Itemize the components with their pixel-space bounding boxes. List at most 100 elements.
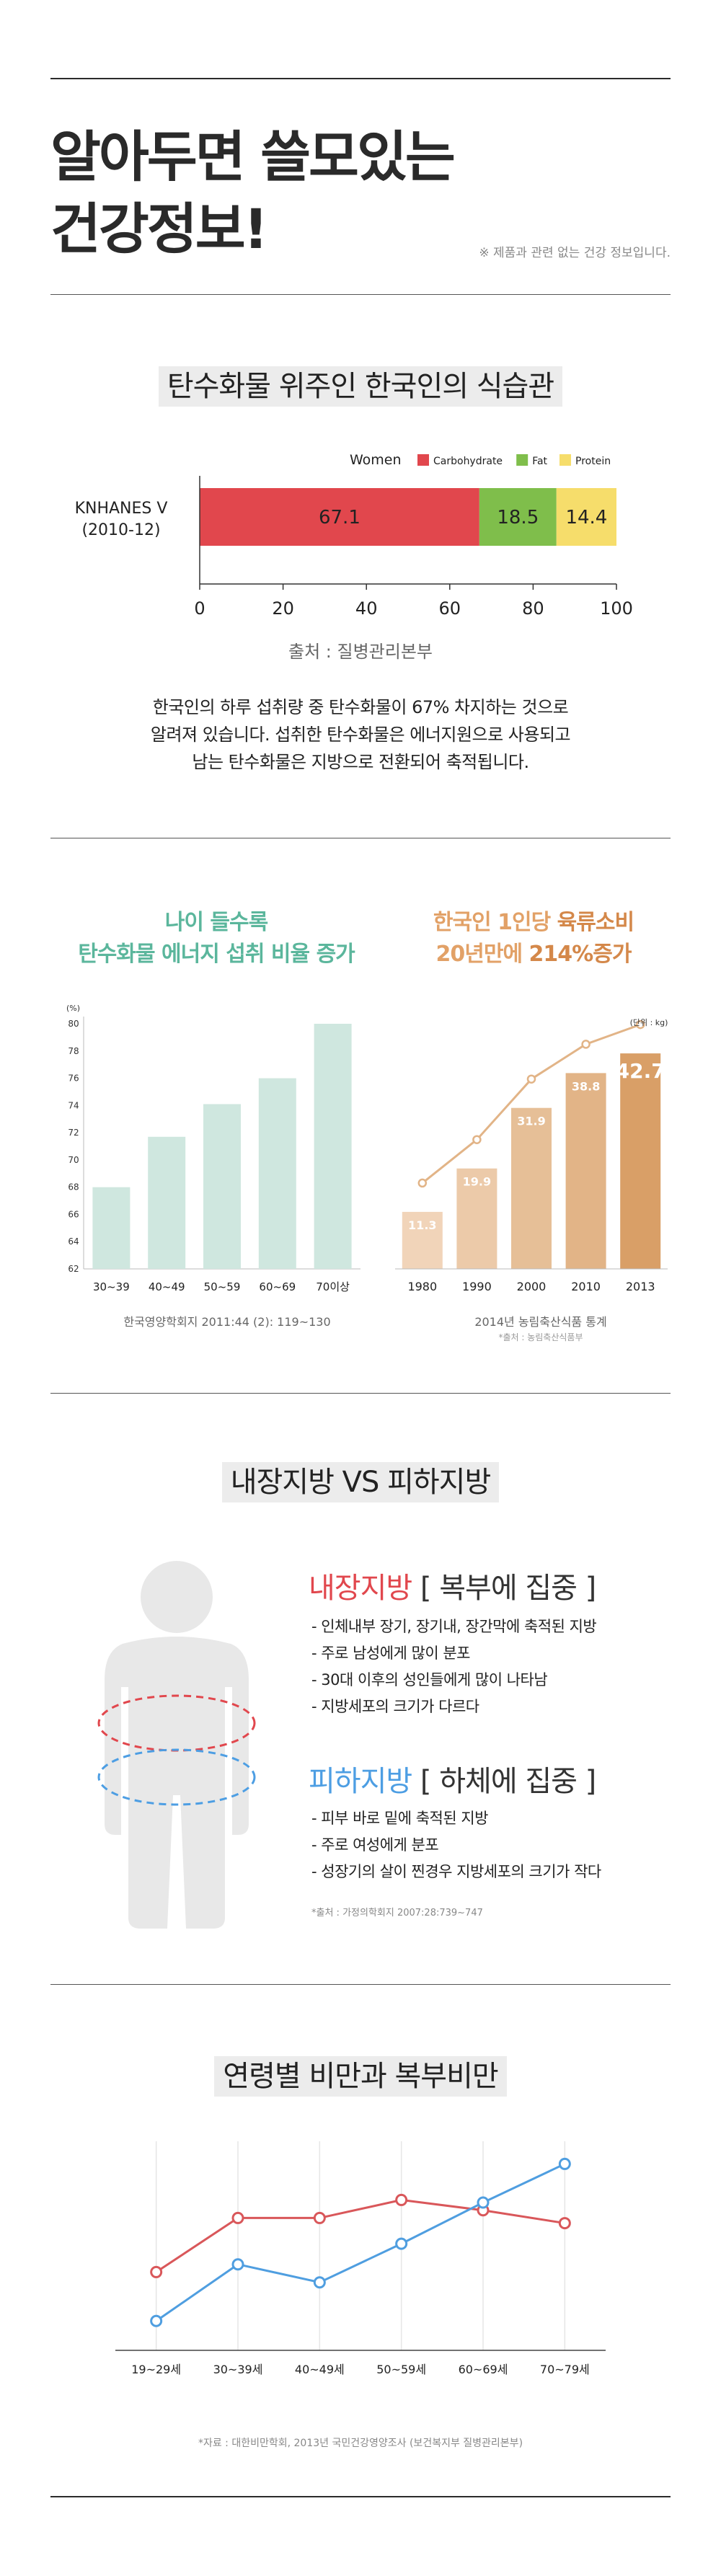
- section2-divider: [50, 1393, 671, 1394]
- y-tick-label: 72: [68, 1128, 79, 1138]
- trend-point-2: [526, 1074, 536, 1084]
- chart2-axis: (%) 62 64 66 68 70 72 74 76 78 80 30~39 40~49 50~59 60…: [66, 1004, 360, 1293]
- x-tick-label: 40~49세: [295, 2363, 345, 2376]
- top-divider: [50, 78, 671, 79]
- trend-point-3: [581, 1040, 590, 1049]
- visceral-point-0: - 인체내부 장기, 장기내, 장간막에 축적된 지방: [311, 1618, 597, 1635]
- x-tick-label: 30~39: [93, 1280, 130, 1293]
- subcutaneous-fat-ellipse: [97, 1748, 256, 1806]
- bar-label-protein: 14.4: [565, 507, 607, 528]
- meat-consumption-chart: 11.3 19.9 31.9 38.8 42.7 (단위 : kg) 1980 1990 20…: [395, 1018, 668, 1293]
- chart4-grid: [155, 2141, 566, 2350]
- age-carb-source: 한국영양학회지 2011:44 (2): 119~130: [123, 1315, 331, 1329]
- x-tick-label: 2013: [626, 1280, 655, 1293]
- x-tick-label: 2010: [571, 1280, 601, 1293]
- x-tick-label: 80: [522, 598, 544, 619]
- disclaimer: ※ 제품과 관련 없는 건강 정보입니다.: [479, 246, 671, 260]
- torso-shape: [105, 1637, 249, 1929]
- meat-bar-1990: [456, 1168, 497, 1269]
- page-title-line2: 건강정보!: [50, 197, 268, 261]
- chart1-bars: 67.1 18.5 14.4: [200, 488, 616, 546]
- legend-swatch-2: [559, 454, 571, 466]
- section4-source: *자료 : 대한비만학회, 2013년 국민건강영양조사 (보건복지부 질병관리…: [198, 2438, 523, 2449]
- x-tick-label: 70~79세: [540, 2363, 590, 2376]
- meat-bar-value-1990: 19.9: [463, 1175, 491, 1189]
- y-unit-label: (%): [66, 1004, 80, 1013]
- trend-point-4: [635, 1019, 645, 1030]
- y-tick-label: 64: [68, 1236, 79, 1247]
- y-tick-label: 78: [68, 1046, 79, 1056]
- section1-source: 출처 : 질병관리본부: [288, 642, 433, 662]
- visceral-point-1: - 주로 남성에게 많이 분포: [311, 1645, 470, 1662]
- carbohydrate-stacked-bar-chart: Women Carbohydrate Fat Protein 67.1 18.5 14.4…: [75, 452, 633, 619]
- category-label-line2: (2010-12): [81, 521, 160, 539]
- age-carb-heading: 나이 들수록 탄수화물 에너지 섭취 비율 증가: [78, 910, 355, 967]
- chart4-axis: 19~29세 30~39세 40~49세 50~59세 60~69세 70~79세: [115, 2350, 606, 2376]
- x-tick-label: 1990: [462, 1280, 492, 1293]
- series-point-0-3: [395, 2193, 408, 2206]
- x-tick-label: 50~59: [204, 1280, 241, 1293]
- meat-bar-1980: [402, 1211, 443, 1269]
- bottom-divider: [50, 2496, 671, 2497]
- legend-label-1: Fat: [532, 456, 547, 467]
- trend-point-0: [417, 1178, 428, 1188]
- subcutaneous-point-1: - 주로 여성에게 분포: [311, 1836, 439, 1854]
- trend-point-1: [472, 1135, 482, 1144]
- visceral-fat-title: 내장지방 [ 복부에 집중 ]: [309, 1572, 596, 1605]
- meat-bar-2000: [511, 1107, 552, 1269]
- bar-segment-carbohydrate: [200, 488, 479, 546]
- meat-consumption-heading: 한국인 1인당 육류소비 20년만에 214%증가: [433, 910, 634, 967]
- legend-swatch-0: [417, 454, 429, 466]
- x-tick-label: 2000: [517, 1280, 547, 1293]
- x-tick-label: 19~29세: [131, 2363, 181, 2376]
- x-tick-label: 20: [272, 598, 294, 619]
- age-bar-4: [314, 1024, 352, 1269]
- x-tick-label: 60: [439, 598, 461, 619]
- page-title: 알아두면 쓸모있는 건강정보!: [50, 121, 456, 265]
- meat-bar-2013: [620, 1053, 661, 1269]
- chart2-bars: [92, 1024, 352, 1269]
- visceral-fat-points: - 인체내부 장기, 장기내, 장간막에 축적된 지방 - 주로 남성에게 많이 …: [311, 1614, 597, 1720]
- chart3-bars: 11.3 19.9 31.9 38.8 42.7: [402, 1053, 665, 1269]
- y-tick-label: 68: [68, 1182, 79, 1192]
- chart1-axis: 0 20 40 60 80 100 KNHANES V (2010-12): [75, 476, 633, 619]
- legend-title: Women: [350, 452, 402, 468]
- meat-bar-value-2000: 31.9: [517, 1115, 545, 1128]
- meat-bar-value-1980: 11.3: [408, 1218, 436, 1232]
- chart4-lines: [150, 2157, 571, 2327]
- age-bar-2: [203, 1104, 241, 1269]
- chart3-trend-line: [417, 1019, 645, 1188]
- age-bar-3: [258, 1078, 296, 1269]
- subcutaneous-point-0: - 피부 바로 밑에 축적된 지방: [311, 1810, 488, 1827]
- bar-label-carbohydrate: 67.1: [319, 507, 360, 528]
- x-tick-label: 60~69: [259, 1280, 296, 1293]
- series-point-1-3: [395, 2237, 408, 2250]
- meat-bar-value-2013: 42.7: [616, 1059, 665, 1083]
- section3-divider: [50, 1984, 671, 1985]
- series-line-0: [155, 2198, 565, 2273]
- bar-label-fat: 18.5: [497, 507, 539, 528]
- body-silhouette-illustration: [97, 1561, 256, 1929]
- series-point-1-0: [150, 2314, 163, 2327]
- meat-bar-value-2010: 38.8: [572, 1079, 600, 1093]
- section1-body: 한국인의 하루 섭취량 중 탄수화물이 67% 차지하는 것으로 알려져 있습니…: [150, 697, 571, 772]
- section3-source: *출처 : 가정의학회지 2007:28:739~747: [311, 1908, 483, 1918]
- x-tick-label: 60~69세: [459, 2363, 508, 2376]
- age-bar-0: [92, 1187, 131, 1269]
- unit-label: (단위 : kg): [630, 1018, 668, 1027]
- age-carb-bar-chart: (%) 62 64 66 68 70 72 74 76 78 80 30~39 40~49 50~59 60…: [66, 1004, 360, 1293]
- section3-title: 내장지방 VS 피하지방: [0, 1462, 721, 1502]
- section1-title: 탄수화물 위주인 한국인의 식습관: [0, 366, 721, 407]
- series-point-0-2: [313, 2211, 326, 2224]
- x-tick-label: 40~49: [149, 1280, 185, 1293]
- chart1-legend: Women Carbohydrate Fat Protein: [350, 452, 611, 468]
- x-tick-label: 70이상: [316, 1280, 350, 1293]
- subcutaneous-point-2: - 성장기의 살이 찐경우 지방세포의 크기가 작다: [311, 1863, 601, 1880]
- x-tick-label: 40: [355, 598, 378, 619]
- meat-consumption-source: 2014년 농림축산식품 통계 *출처 : 농림축산식품부: [474, 1315, 607, 1342]
- page-title-line1: 알아두면 쓸모있는: [50, 125, 456, 189]
- subcutaneous-fat-points: - 피부 바로 밑에 축적된 지방 - 주로 여성에게 분포 - 성장기의 살이 찐…: [311, 1805, 601, 1885]
- x-tick-label: 50~59세: [376, 2363, 426, 2376]
- age-obesity-line-chart: 19~29세 30~39세 40~49세 50~59세 60~69세 70~79세: [115, 2141, 606, 2376]
- meat-bar-2010: [565, 1073, 606, 1269]
